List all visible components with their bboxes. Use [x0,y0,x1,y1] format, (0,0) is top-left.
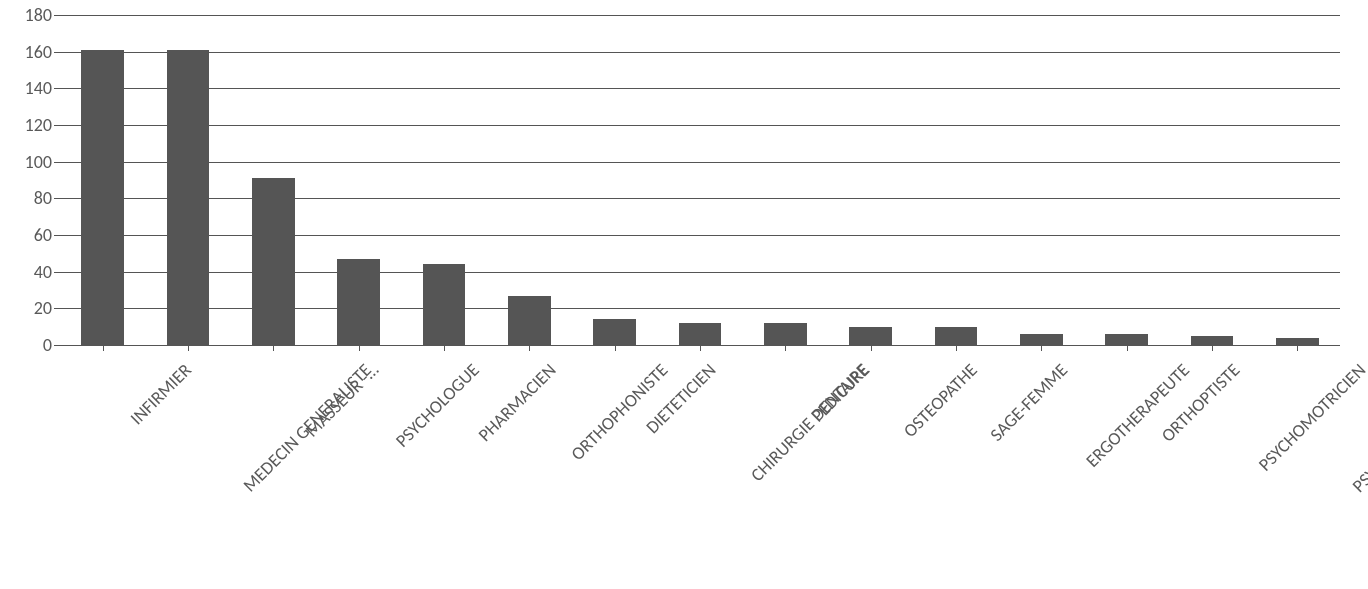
bar [1276,338,1319,345]
x-tick [1127,345,1128,351]
x-tick [444,345,445,351]
grid-line [60,235,1340,236]
grid-line [60,125,1340,126]
x-axis-label: PHARMACIEN [474,359,561,446]
x-tick [359,345,360,351]
x-tick [1297,345,1298,351]
x-tick [700,345,701,351]
y-axis-label: 160 [25,41,60,63]
grid-line [60,308,1340,309]
y-axis-label: 100 [25,151,60,173]
bar [764,323,807,345]
bar [935,327,978,345]
bar [1105,334,1148,345]
y-axis-label: 20 [34,297,60,319]
chart-container: 020406080100120140160180 INFIRMIERMEDECI… [0,0,1368,589]
x-tick [273,345,274,351]
bar [508,296,551,346]
x-tick [529,345,530,351]
grid-line [60,15,1340,16]
grid-line [60,52,1340,53]
y-axis-label: 60 [34,224,60,246]
x-axis-label: PSYCHOMOTRICIEN [1254,359,1368,476]
x-axis-label: MASSEUR -… [301,359,383,441]
x-tick [1041,345,1042,351]
x-tick [188,345,189,351]
bar [679,323,722,345]
x-axis-label: INFIRMIER [125,359,195,429]
grid-line [60,88,1340,89]
x-tick [103,345,104,351]
x-tick [956,345,957,351]
x-tick [615,345,616,351]
x-tick [1212,345,1213,351]
grid-line [60,272,1340,273]
bars-container [60,15,1340,345]
grid-line [60,198,1340,199]
bar [252,178,295,345]
x-axis-label: PSYCHOLOGUE [391,359,484,452]
bar [593,319,636,345]
y-axis-label: 180 [25,4,60,26]
x-tick [871,345,872,351]
y-axis-label: 80 [34,187,60,209]
y-axis-label: 140 [25,77,60,99]
bar [1191,336,1234,345]
x-tick [785,345,786,351]
bar [423,264,466,345]
grid-line [60,162,1340,163]
y-axis-label: 0 [43,334,60,356]
x-axis-label: OSTEOPATHE [898,359,981,442]
y-axis-label: 120 [25,114,60,136]
x-axis-label: PEDICURE [807,359,874,426]
y-axis-label: 40 [34,261,60,283]
bar [849,327,892,345]
bar [1020,334,1063,345]
x-axis-label: SAGE-FEMME [985,359,1072,446]
plot-area: 020406080100120140160180 [60,15,1340,346]
